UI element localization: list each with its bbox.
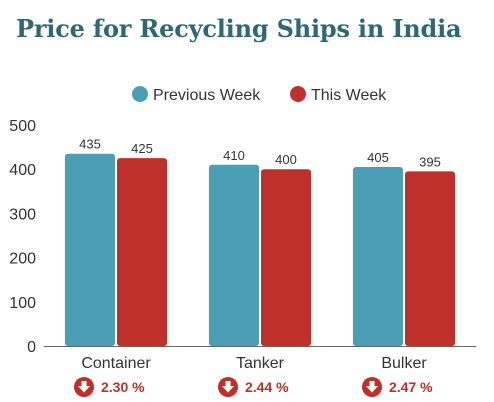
change-percent-label: 2.47 % (389, 379, 433, 395)
x-category-label: Container (81, 355, 151, 372)
y-tick-label: 400 (9, 162, 36, 179)
y-tick-label: 200 (9, 251, 36, 268)
legend-marker-0 (132, 86, 148, 102)
chart-title: Price for Recycling Ships in India (16, 14, 462, 43)
bar-previous-week (353, 166, 403, 346)
y-tick-label: 500 (9, 118, 36, 135)
change-percent-label: 2.30 % (101, 379, 145, 395)
y-tick-label: 0 (27, 339, 36, 356)
bar-value-label: 400 (275, 152, 297, 167)
bar-value-label: 435 (79, 137, 101, 152)
bar-previous-week (209, 164, 259, 346)
bar-value-label: 395 (419, 154, 441, 169)
bar-this-week (405, 171, 455, 346)
down-arrow-icon (222, 381, 234, 393)
bar-value-label: 405 (367, 150, 389, 165)
y-tick-label: 100 (9, 295, 36, 312)
bar-value-label: 425 (131, 141, 153, 156)
legend-label: This Week (311, 87, 387, 104)
x-category-label: Tanker (236, 355, 285, 372)
change-percent-label: 2.44 % (245, 379, 289, 395)
bar-this-week (261, 169, 311, 346)
bar-this-week (117, 158, 167, 346)
down-arrow-icon (366, 381, 378, 393)
legend-marker-1 (290, 86, 306, 102)
bar-value-label: 410 (223, 148, 245, 163)
bar-previous-week (65, 153, 115, 346)
legend-label: Previous Week (153, 87, 261, 104)
x-category-label: Bulker (381, 355, 427, 372)
y-tick-label: 300 (9, 206, 36, 223)
down-arrow-icon (78, 381, 90, 393)
